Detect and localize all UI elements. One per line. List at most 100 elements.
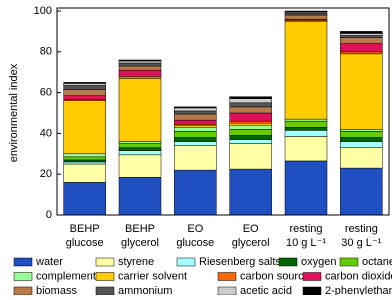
legend-label: acetic acid xyxy=(240,285,292,295)
x-tick-label-line: glucose xyxy=(66,237,104,249)
bar-segment xyxy=(229,139,272,144)
bar-segment xyxy=(284,118,328,122)
bar-segment xyxy=(340,167,383,216)
legend-swatch xyxy=(95,257,115,267)
legend-swatch xyxy=(13,272,33,281)
bar-segment xyxy=(340,43,383,53)
x-tick-label-line: glycerol xyxy=(121,237,159,249)
bar-segment xyxy=(229,122,272,126)
x-tick-label-line: EO xyxy=(187,223,203,235)
bar-segment xyxy=(118,76,162,79)
bar-segment xyxy=(118,150,162,156)
bar-segment xyxy=(63,163,106,183)
x-tick-label-line: 10 g L⁻¹ xyxy=(286,237,326,249)
x-tick-label-line: BEHP xyxy=(125,223,155,235)
legend-swatch xyxy=(339,257,359,267)
bar-segment xyxy=(174,119,217,125)
bar-segment xyxy=(340,53,383,130)
y-tick-label: 20 xyxy=(40,168,52,180)
legend-label: carbon dioxide xyxy=(325,270,392,282)
bar-segment xyxy=(63,83,106,86)
x-tick-label-line: 30 g L⁻¹ xyxy=(341,237,381,249)
bar-segment xyxy=(284,12,328,16)
bar-segment xyxy=(340,35,383,38)
legend-label: octane xyxy=(362,256,392,268)
legend-label: complements xyxy=(36,270,102,282)
bar-segment xyxy=(229,129,272,136)
bar-segment xyxy=(340,33,383,36)
bar-segment xyxy=(340,129,383,132)
x-tick-label-line: glucose xyxy=(176,237,214,249)
bar-segment xyxy=(174,145,217,171)
x-tick-label-line: BEHP xyxy=(70,223,100,235)
bar-segment xyxy=(340,31,383,34)
bar-segment xyxy=(118,59,162,62)
bar-segment xyxy=(229,96,272,99)
x-tick-label: EO glycerol xyxy=(232,223,270,249)
y-tick-label: 80 xyxy=(40,46,52,58)
legend-label: Riesenberg salts xyxy=(199,256,281,268)
plot-frame xyxy=(56,7,390,216)
x-tick-label-line: glycerol xyxy=(232,237,270,249)
bar-segment xyxy=(63,156,106,161)
bar-segment xyxy=(340,51,383,55)
bar-segment xyxy=(174,113,217,121)
legend-swatch xyxy=(13,286,33,296)
bar-segment xyxy=(229,120,272,124)
bar-segment xyxy=(229,102,272,108)
bar-segment xyxy=(118,147,162,151)
bar-segment xyxy=(284,160,328,216)
bar-segment xyxy=(229,124,272,130)
y-tick-label: 0 xyxy=(46,209,52,221)
legend-label: styrene xyxy=(118,256,154,268)
bar-segment xyxy=(229,143,272,170)
bar-segment xyxy=(174,137,217,142)
bar-segment xyxy=(174,127,217,132)
x-tick-label: BEHP glucose xyxy=(66,223,104,249)
x-tick-label: EO glucose xyxy=(176,223,214,249)
bar-segment xyxy=(174,106,217,109)
bar-segment xyxy=(63,89,106,96)
bar-segment xyxy=(174,141,217,146)
bar-segment xyxy=(63,95,106,100)
legend-label: 2-phenylethanol xyxy=(325,285,392,295)
x-tick-label-line: EO xyxy=(243,223,259,235)
legend-swatch xyxy=(302,286,322,296)
bar-segment xyxy=(229,168,272,216)
x-tick-label: resting 30 g L⁻¹ xyxy=(341,223,381,249)
bar-segment xyxy=(63,182,106,216)
bar-segment xyxy=(118,154,162,178)
x-tick-label: BEHP glycerol xyxy=(121,223,159,249)
y-tick-label: 60 xyxy=(40,87,52,99)
legend-swatch xyxy=(278,257,298,267)
legend-label: oxygen xyxy=(301,256,336,268)
bar-segment xyxy=(174,107,217,112)
bar-segment xyxy=(63,153,106,158)
legend-swatch xyxy=(13,257,33,267)
bar-segment xyxy=(118,69,162,77)
bar-segment xyxy=(63,100,106,155)
bar-segment xyxy=(340,131,383,138)
bar-segment xyxy=(63,82,106,84)
legend-label: ammonium xyxy=(118,285,172,295)
bar-segment xyxy=(63,85,106,90)
x-tick-label: resting 10 g L⁻¹ xyxy=(286,223,326,249)
legend-swatch xyxy=(95,286,115,296)
bar-segment xyxy=(284,10,328,13)
legend-swatch xyxy=(217,272,237,281)
bar-segment xyxy=(229,135,272,140)
bar-segment xyxy=(229,98,272,104)
bar-segment xyxy=(174,124,217,128)
legend-swatch xyxy=(176,257,196,267)
bar-segment xyxy=(118,177,162,216)
bar-segment xyxy=(284,14,328,20)
bar-segment xyxy=(118,143,162,148)
bar-segment xyxy=(284,127,328,131)
bar-segment xyxy=(63,159,106,163)
bar-segment xyxy=(63,161,106,165)
legend-swatch xyxy=(217,286,237,296)
bar-segment xyxy=(174,110,217,115)
bar-segment xyxy=(174,169,217,216)
legend-swatch xyxy=(302,272,322,281)
